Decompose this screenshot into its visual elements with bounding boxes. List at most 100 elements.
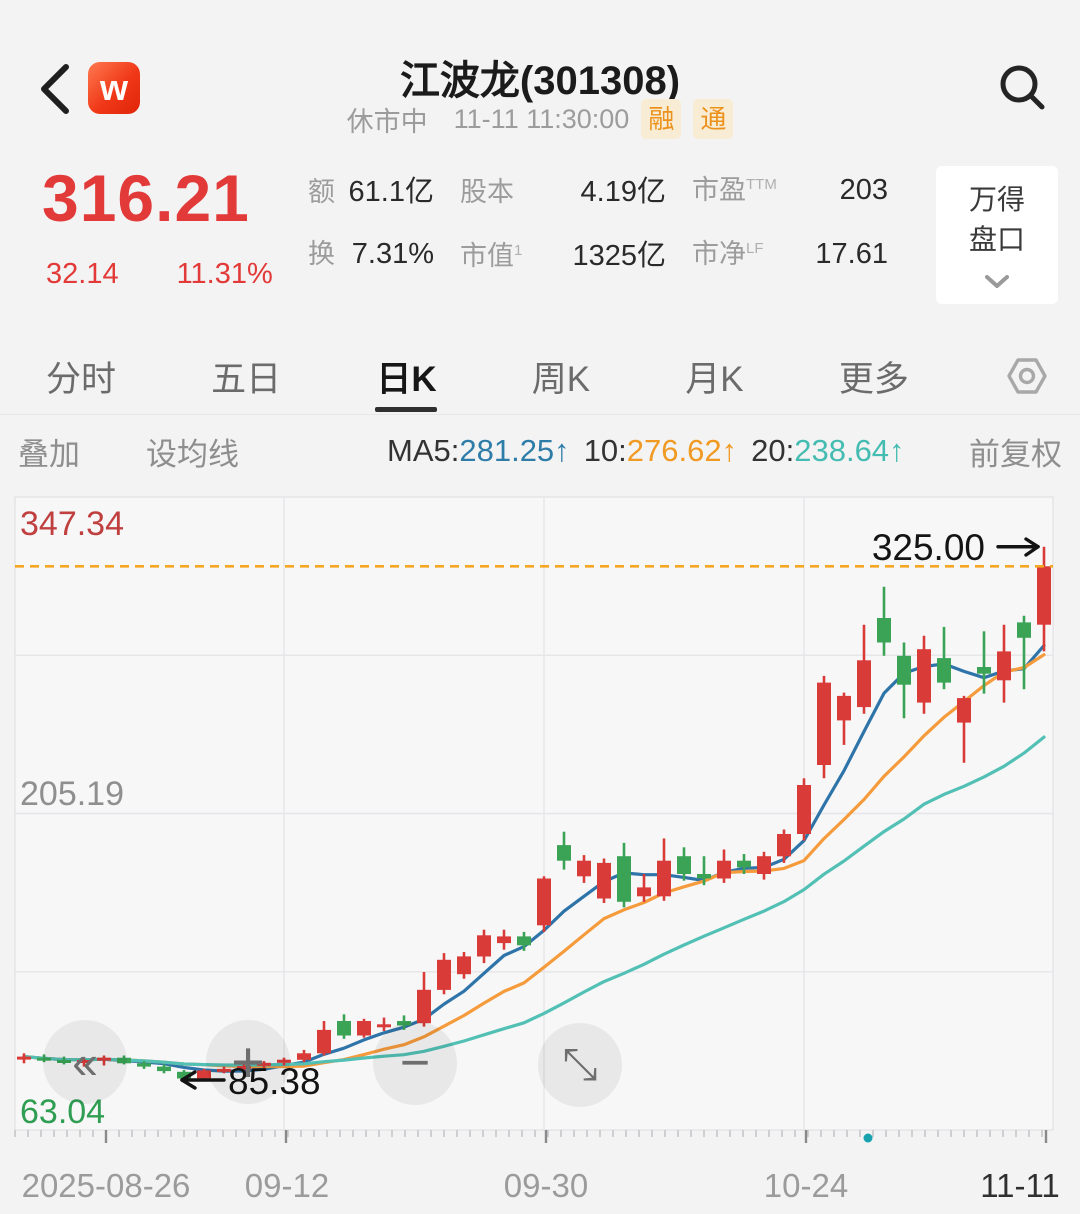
badge-group: 融通 [629, 99, 734, 139]
candle-body [317, 1029, 331, 1054]
y-axis-label-mid: 205.19 [20, 775, 124, 813]
x-axis-label: 09-12 [245, 1167, 329, 1204]
search-icon [1000, 65, 1045, 110]
candle-body [517, 936, 531, 946]
quote-datetime: 11-11 11:30:00 [453, 104, 630, 134]
adjust-mode-button[interactable]: 前复权 [969, 436, 1062, 472]
candle-body [77, 1060, 91, 1063]
candle-body [997, 651, 1011, 681]
quote-stat: 换 7.31% [308, 232, 460, 296]
price-change: 32.14 [46, 258, 119, 290]
axis-marker-dot [863, 1133, 873, 1143]
candle-body [157, 1066, 171, 1072]
quote-stat: 市值1 1325亿 [460, 232, 692, 296]
x-axis-label: 2025-08-26 [22, 1167, 191, 1204]
candle-body [1037, 566, 1051, 625]
tab-分时[interactable]: 分时 [46, 359, 117, 399]
quote-stat: 额 61.1亿 [308, 168, 460, 232]
ma-label: 20: [751, 433, 795, 468]
ma-value: 238.64↑ [794, 433, 905, 468]
fullscreen-button[interactable]: ⤡ [538, 1023, 622, 1107]
ma-value: 281.25↑ [459, 433, 570, 468]
ma-value: 276.62↑ [626, 433, 738, 468]
high-price-annotation: 325.00 [872, 527, 985, 568]
overlay-button[interactable]: 叠加 [18, 436, 80, 472]
candle-body [497, 936, 511, 944]
candle-body [697, 874, 711, 879]
candle-body [217, 1068, 231, 1072]
stat-value: 61.1亿 [348, 176, 434, 208]
candle-body [637, 887, 651, 897]
candle-body [257, 1062, 271, 1066]
tab-五日[interactable]: 五日 [211, 359, 282, 399]
quote-stat: 股本 4.19亿 [460, 168, 692, 232]
stat-value: 7.31% [351, 238, 434, 270]
search-button[interactable] [992, 58, 1052, 118]
candle-body [37, 1057, 51, 1061]
ma-label: MA5: [387, 433, 460, 468]
x-axis-label: 10-24 [764, 1167, 848, 1204]
stat-value: 203 [839, 174, 888, 206]
price-change-row: 32.14 11.31% [46, 258, 273, 291]
candle-body [717, 860, 731, 879]
logo-letter: w [99, 67, 128, 108]
candle-body [837, 695, 851, 721]
market-status-row: 休市中 11-11 11:30:00 融通 [0, 99, 1080, 139]
x-axis-label: 11-11 [980, 1167, 1060, 1204]
candle-body [557, 845, 571, 861]
wind-panel-line2: 盘口 [968, 224, 1025, 255]
quote-stat: 市净LF 17.61 [692, 232, 914, 296]
chevron-left-icon [41, 64, 69, 114]
tab-更多[interactable]: 更多 [838, 359, 909, 399]
x-axis-label: 09-30 [504, 1167, 588, 1204]
quote-stats-grid: 额 61.1亿 股本 4.19亿 市盈TTM 203 换 7.31% 市值1 1325亿 市净LF 1… [308, 168, 914, 296]
candle-body [377, 1024, 391, 1028]
status-badge: 融 [641, 99, 682, 139]
tab-月K[interactable]: 月K [685, 359, 744, 399]
candlestick-chart[interactable]: 347.34 205.19 63.04 325.00 85.38 2025-08-26 0… [0, 490, 1080, 1214]
chart-canvas[interactable]: 347.34 205.19 63.04 325.00 85.38 2025-08-26 0… [0, 490, 1080, 1214]
candle-body [737, 860, 751, 868]
tab-日K[interactable]: 日K [376, 338, 436, 414]
stat-value: 17.61 [815, 238, 888, 270]
candle-body [537, 878, 551, 926]
ma-indicator-bar: 叠加 设均线 MA5: 281.25↑ 10: 276.62↑ 20: 238.64↑ 前… [0, 415, 1080, 487]
stat-label: 股本 [460, 177, 514, 207]
candle-body [437, 959, 451, 990]
market-state: 休市中 [346, 107, 428, 137]
chart-settings-gear-icon[interactable] [1004, 353, 1050, 399]
ma-label: 10: [583, 433, 627, 468]
quote-stat: 市盈TTM 203 [692, 168, 914, 232]
zoom-in-button[interactable]: + [206, 1020, 290, 1104]
stat-value: 1325亿 [572, 240, 666, 272]
zoom-out-button[interactable]: − [373, 1021, 457, 1105]
price-change-percent: 11.31% [176, 258, 273, 290]
candle-body [197, 1070, 211, 1079]
candle-body [117, 1057, 131, 1064]
candle-body [297, 1053, 311, 1060]
candle-body [597, 862, 611, 899]
wind-app-logo: w [88, 62, 140, 114]
candle-body [357, 1021, 371, 1036]
wind-panel-line1: 万得 [968, 184, 1025, 215]
candle-body [957, 698, 971, 723]
stat-label: 市值1 [460, 241, 523, 271]
candle-body [337, 1021, 351, 1036]
candle-body [477, 935, 491, 957]
candle-body [977, 667, 991, 674]
pan-left-button[interactable]: « [43, 1020, 127, 1104]
stat-label: 市盈TTM [692, 175, 777, 205]
candle-body [917, 649, 931, 703]
y-axis-label-min: 63.04 [20, 1093, 105, 1131]
back-button[interactable] [34, 60, 78, 118]
low-price-annotation: 85.38 [228, 1061, 321, 1102]
candle-body [97, 1057, 111, 1061]
tab-周K[interactable]: 周K [531, 359, 591, 399]
candle-body [17, 1056, 31, 1060]
set-ma-button[interactable]: 设均线 [146, 436, 239, 472]
candle-body [1017, 622, 1031, 638]
wind-order-book-panel[interactable]: 万得 盘口 [936, 166, 1058, 304]
stat-label: 额 [308, 177, 335, 207]
candle-body [177, 1071, 191, 1079]
